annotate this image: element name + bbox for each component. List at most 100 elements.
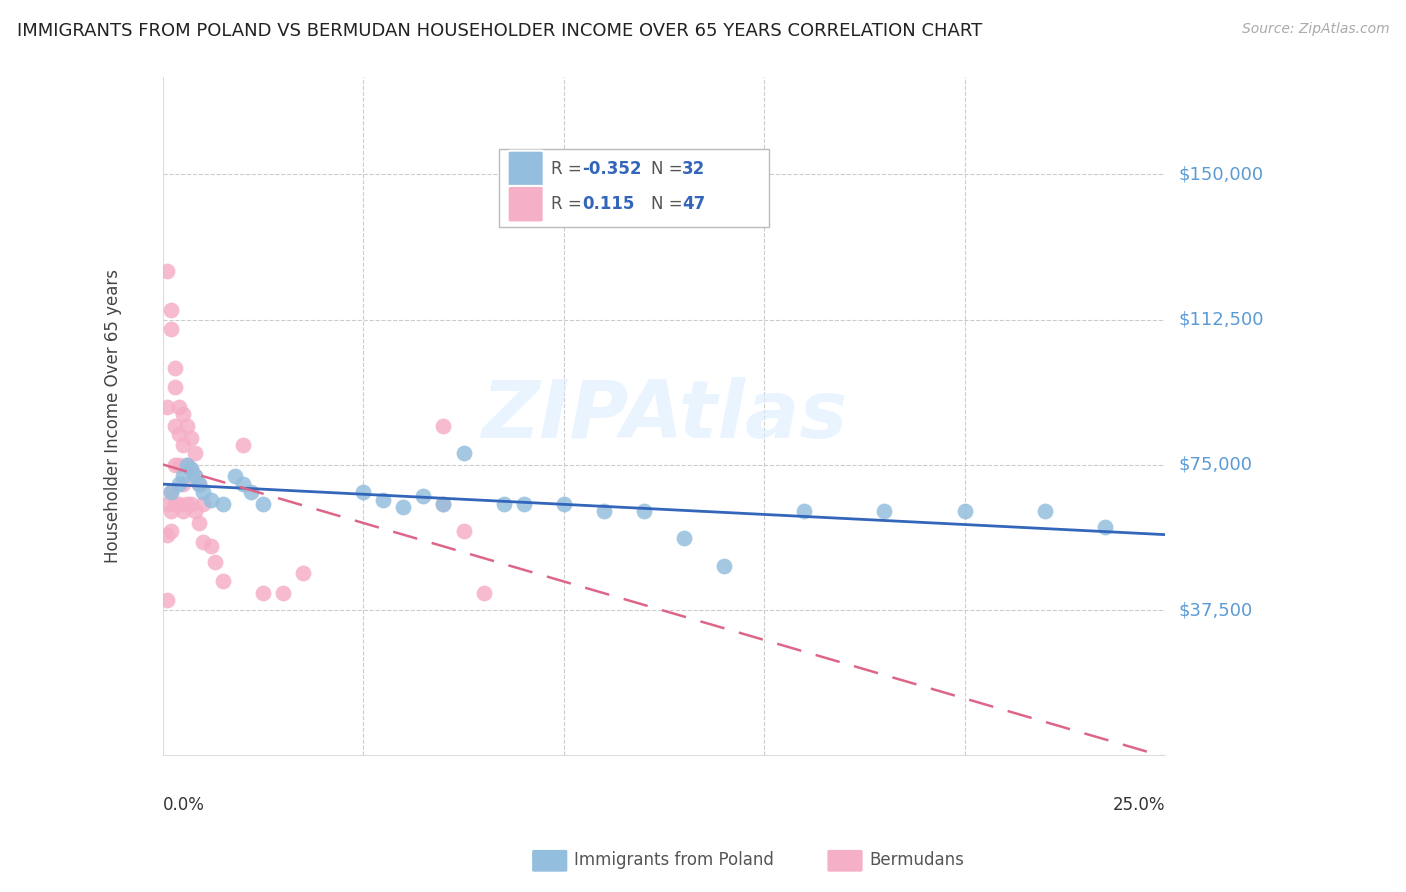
Point xyxy=(187,516,209,530)
Point xyxy=(553,497,575,511)
Point xyxy=(180,431,202,445)
Point xyxy=(873,504,896,518)
Point xyxy=(167,400,190,414)
Point xyxy=(184,469,207,483)
Point xyxy=(160,524,183,538)
Text: IMMIGRANTS FROM POLAND VS BERMUDAN HOUSEHOLDER INCOME OVER 65 YEARS CORRELATION : IMMIGRANTS FROM POLAND VS BERMUDAN HOUSE… xyxy=(17,22,983,40)
Text: 0.0%: 0.0% xyxy=(163,796,205,814)
Point xyxy=(412,489,434,503)
Point xyxy=(172,469,194,483)
Point xyxy=(453,446,475,460)
Text: Householder Income Over 65 years: Householder Income Over 65 years xyxy=(104,269,122,564)
Point xyxy=(252,497,274,511)
Point xyxy=(191,497,214,511)
Point xyxy=(232,477,254,491)
Text: ZIPAtlas: ZIPAtlas xyxy=(481,377,846,456)
Point xyxy=(160,302,183,317)
Point xyxy=(392,500,415,515)
Point xyxy=(176,419,198,434)
Point xyxy=(160,484,183,499)
Point xyxy=(167,426,190,441)
Text: 25.0%: 25.0% xyxy=(1112,796,1166,814)
Point xyxy=(160,322,183,336)
Point xyxy=(191,535,214,549)
Point xyxy=(184,469,207,483)
Point xyxy=(592,504,614,518)
Point xyxy=(432,497,454,511)
Point xyxy=(163,361,186,376)
Text: R =: R = xyxy=(551,160,586,178)
Point xyxy=(953,504,976,518)
Point xyxy=(200,539,222,553)
Text: $112,500: $112,500 xyxy=(1180,310,1264,328)
FancyBboxPatch shape xyxy=(499,149,769,227)
Point xyxy=(352,484,374,499)
Text: Immigrants from Poland: Immigrants from Poland xyxy=(574,851,773,869)
Point xyxy=(1094,520,1116,534)
Point xyxy=(180,497,202,511)
Point xyxy=(180,461,202,475)
Point xyxy=(492,497,515,511)
Point xyxy=(167,477,190,491)
Point xyxy=(176,458,198,472)
Point xyxy=(453,524,475,538)
Point xyxy=(163,380,186,394)
Point xyxy=(252,585,274,599)
Point xyxy=(163,497,186,511)
Point xyxy=(633,504,655,518)
Point xyxy=(156,497,179,511)
Point xyxy=(156,400,179,414)
Point xyxy=(184,504,207,518)
Point xyxy=(184,446,207,460)
Point xyxy=(172,408,194,422)
Point xyxy=(292,566,315,581)
Point xyxy=(172,477,194,491)
Point xyxy=(432,497,454,511)
Text: N =: N = xyxy=(651,160,688,178)
Point xyxy=(187,477,209,491)
Text: $75,000: $75,000 xyxy=(1180,456,1253,474)
Text: R =: R = xyxy=(551,195,586,213)
Point xyxy=(180,461,202,475)
Point xyxy=(713,558,735,573)
FancyBboxPatch shape xyxy=(508,186,544,222)
Text: 0.115: 0.115 xyxy=(582,195,634,213)
Text: Bermudans: Bermudans xyxy=(869,851,963,869)
Point xyxy=(793,504,815,518)
Point xyxy=(1033,504,1056,518)
Point xyxy=(176,497,198,511)
FancyBboxPatch shape xyxy=(508,151,544,187)
Point xyxy=(172,504,194,518)
Point xyxy=(187,477,209,491)
Text: $37,500: $37,500 xyxy=(1180,601,1253,619)
Point xyxy=(172,438,194,452)
Point xyxy=(472,585,495,599)
Point xyxy=(240,484,263,499)
Text: Source: ZipAtlas.com: Source: ZipAtlas.com xyxy=(1241,22,1389,37)
Point xyxy=(163,458,186,472)
Point xyxy=(271,585,294,599)
Text: $150,000: $150,000 xyxy=(1180,165,1264,183)
Point xyxy=(160,484,183,499)
Text: 32: 32 xyxy=(682,160,706,178)
Point xyxy=(191,484,214,499)
Point xyxy=(200,492,222,507)
Text: N =: N = xyxy=(651,195,688,213)
Point xyxy=(156,264,179,278)
Point xyxy=(163,419,186,434)
Point xyxy=(156,593,179,607)
Point xyxy=(224,469,246,483)
Text: 47: 47 xyxy=(682,195,706,213)
Point xyxy=(176,458,198,472)
Point xyxy=(512,497,534,511)
Point xyxy=(167,458,190,472)
Point xyxy=(432,419,454,434)
Point xyxy=(373,492,395,507)
Point xyxy=(204,555,226,569)
Point xyxy=(156,527,179,541)
Point xyxy=(232,438,254,452)
Point xyxy=(167,497,190,511)
Point xyxy=(212,497,235,511)
Point xyxy=(212,574,235,588)
Text: -0.352: -0.352 xyxy=(582,160,641,178)
